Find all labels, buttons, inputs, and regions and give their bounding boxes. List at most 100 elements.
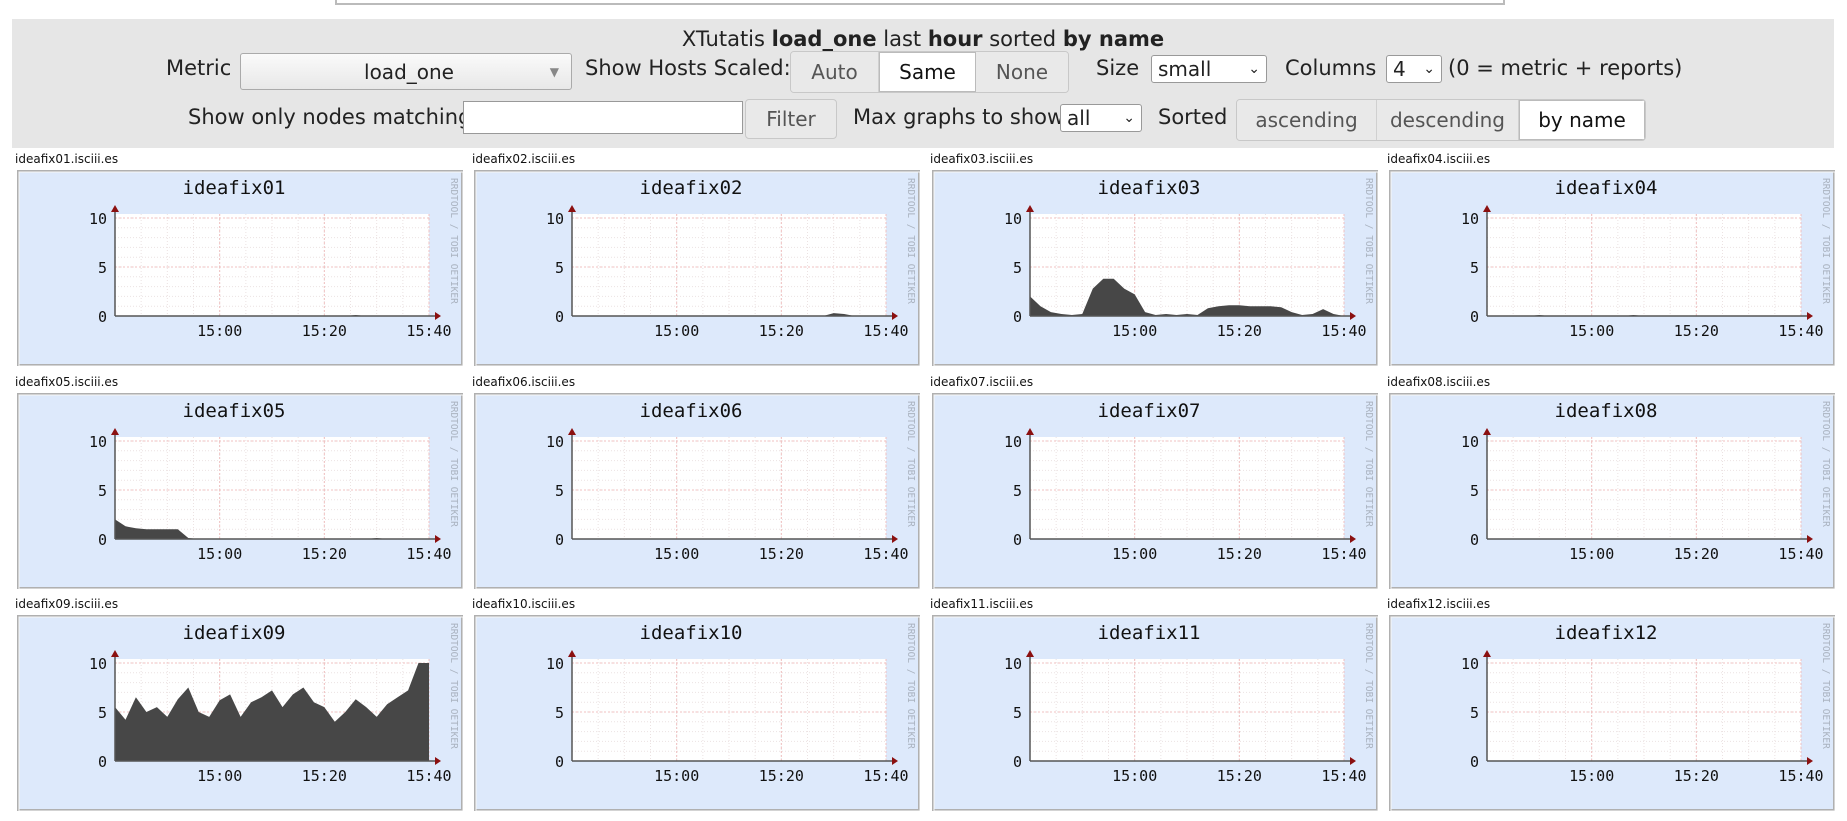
graph-title: ideafix09 (183, 622, 286, 644)
host-fqdn[interactable]: ideafix05.isciii.es (15, 375, 119, 389)
max-graphs-select[interactable]: all ⌄ (1060, 104, 1142, 132)
sort-by-name-button[interactable]: by name (1519, 100, 1645, 140)
y-axis-arrow-icon (1483, 650, 1491, 657)
rrdtool-watermark: RRDTOOL / TOBI OETIKER (448, 178, 459, 304)
x-tick-label: 15:40 (1321, 322, 1366, 340)
y-tick-label: 10 (546, 655, 564, 673)
y-tick-label: 5 (555, 482, 564, 500)
host-card-ideafix12[interactable]: ideafix12.isciii.es ideafix12 0 5 10 15:00 15:… (1382, 597, 1835, 811)
chevron-down-icon: ⌄ (1248, 61, 1260, 77)
rrdtool-watermark: RRDTOOL / TOBI OETIKER (905, 623, 916, 749)
chevron-down-icon: ⌄ (1123, 110, 1135, 126)
load-graph-ideafix01[interactable]: ideafix01 0 5 10 15:00 15:20 15:40 RRDTOOL / TO… (17, 170, 463, 366)
x-tick-label: 15:20 (759, 767, 804, 785)
x-tick-label: 15:40 (1778, 767, 1823, 785)
host-card-ideafix11[interactable]: ideafix11.isciii.es ideafix11 0 5 10 15:00 15:… (925, 597, 1378, 811)
x-tick-label: 15:40 (406, 322, 451, 340)
load-graph-ideafix04[interactable]: ideafix04 0 5 10 15:00 15:20 15:40 RRDTOOL / TO… (1389, 170, 1835, 366)
x-axis-arrow-icon (892, 757, 898, 765)
y-tick-label: 10 (1004, 210, 1022, 228)
x-tick-label: 15:00 (1112, 545, 1157, 563)
host-card-ideafix09[interactable]: ideafix09.isciii.es ideafix09 0 5 10 15:00 15:… (10, 597, 463, 811)
load-graph-ideafix05[interactable]: ideafix05 0 5 10 15:00 15:20 15:40 RRDTOOL / TO… (17, 393, 463, 589)
sort-descending-button[interactable]: descending (1377, 100, 1519, 140)
y-tick-label: 5 (1013, 704, 1022, 722)
host-fqdn[interactable]: ideafix03.isciii.es (930, 152, 1034, 166)
y-tick-label: 5 (98, 482, 107, 500)
host-fqdn[interactable]: ideafix12.isciii.es (1387, 597, 1491, 611)
x-axis-arrow-icon (435, 757, 441, 765)
size-select-value: small (1158, 57, 1212, 81)
max-graphs-select-value: all (1067, 106, 1091, 130)
x-axis-arrow-icon (892, 535, 898, 543)
graph-title: ideafix04 (1555, 177, 1658, 199)
load-graph-ideafix02[interactable]: ideafix02 0 5 10 15:00 15:20 15:40 RRDTOOL / TO… (474, 170, 920, 366)
host-fqdn[interactable]: ideafix10.isciii.es (472, 597, 576, 611)
host-card-ideafix05[interactable]: ideafix05.isciii.es ideafix05 0 5 10 15:00 15:… (10, 375, 463, 589)
y-tick-label: 0 (1013, 308, 1022, 326)
host-card-ideafix03[interactable]: ideafix03.isciii.es ideafix03 0 5 10 15:00 15:… (925, 152, 1378, 366)
host-card-ideafix08[interactable]: ideafix08.isciii.es ideafix08 0 5 10 15:00 15:… (1382, 375, 1835, 589)
scaled-none-button[interactable]: None (976, 52, 1068, 92)
sort-ascending-button[interactable]: ascending (1237, 100, 1377, 140)
x-tick-label: 15:00 (654, 767, 699, 785)
columns-select[interactable]: 4 ⌄ (1386, 55, 1442, 83)
y-tick-label: 10 (1461, 210, 1479, 228)
filter-button[interactable]: Filter (745, 99, 837, 139)
scaled-auto-button[interactable]: Auto (791, 52, 879, 92)
rrdtool-watermark: RRDTOOL / TOBI OETIKER (1363, 178, 1374, 304)
host-fqdn[interactable]: ideafix01.isciii.es (15, 152, 119, 166)
host-card-ideafix04[interactable]: ideafix04.isciii.es ideafix04 0 5 10 15:00 15:… (1382, 152, 1835, 366)
host-fqdn[interactable]: ideafix02.isciii.es (472, 152, 576, 166)
rrdtool-watermark: RRDTOOL / TOBI OETIKER (1820, 178, 1831, 304)
y-tick-label: 5 (555, 259, 564, 277)
x-tick-label: 15:00 (197, 767, 242, 785)
rrdtool-watermark: RRDTOOL / TOBI OETIKER (905, 178, 916, 304)
host-fqdn[interactable]: ideafix09.isciii.es (15, 597, 119, 611)
host-fqdn[interactable]: ideafix06.isciii.es (472, 375, 576, 389)
load-graph-ideafix11[interactable]: ideafix11 0 5 10 15:00 15:20 15:40 RRDTOOL / TO… (932, 615, 1378, 811)
y-tick-label: 10 (546, 433, 564, 451)
x-axis-arrow-icon (892, 312, 898, 320)
x-tick-label: 15:00 (197, 322, 242, 340)
host-card-ideafix10[interactable]: ideafix10.isciii.es ideafix10 0 5 10 15:00 15:… (467, 597, 920, 811)
load-graph-ideafix09[interactable]: ideafix09 0 5 10 15:00 15:20 15:40 RRDTOOL / TO… (17, 615, 463, 811)
load-graph-ideafix06[interactable]: ideafix06 0 5 10 15:00 15:20 15:40 RRDTOOL / TO… (474, 393, 920, 589)
y-tick-label: 10 (1461, 433, 1479, 451)
x-tick-label: 15:20 (759, 322, 804, 340)
rrdtool-watermark: RRDTOOL / TOBI OETIKER (1363, 623, 1374, 749)
load-graph-ideafix12[interactable]: ideafix12 0 5 10 15:00 15:20 15:40 RRDTOOL / TO… (1389, 615, 1835, 811)
size-select[interactable]: small ⌄ (1151, 55, 1267, 83)
y-tick-label: 5 (98, 704, 107, 722)
load-graph-ideafix07[interactable]: ideafix07 0 5 10 15:00 15:20 15:40 RRDTOOL / TO… (932, 393, 1378, 589)
y-tick-label: 5 (1013, 482, 1022, 500)
host-fqdn[interactable]: ideafix11.isciii.es (930, 597, 1034, 611)
filter-label: Show only nodes matching (188, 105, 472, 129)
host-fqdn[interactable]: ideafix07.isciii.es (930, 375, 1034, 389)
host-card-ideafix01[interactable]: ideafix01.isciii.es ideafix01 0 5 10 15:00 15:… (10, 152, 463, 366)
y-tick-label: 5 (98, 259, 107, 277)
x-tick-label: 15:20 (1217, 767, 1262, 785)
host-fqdn[interactable]: ideafix08.isciii.es (1387, 375, 1491, 389)
x-tick-label: 15:00 (197, 545, 242, 563)
load-graph-ideafix08[interactable]: ideafix08 0 5 10 15:00 15:20 15:40 RRDTOOL / TO… (1389, 393, 1835, 589)
y-tick-label: 10 (89, 655, 107, 673)
x-tick-label: 15:00 (1112, 767, 1157, 785)
x-axis-arrow-icon (1807, 312, 1813, 320)
metric-select[interactable]: load_one ▼ (240, 53, 572, 90)
host-card-ideafix06[interactable]: ideafix06.isciii.es ideafix06 0 5 10 15:00 15:… (467, 375, 920, 589)
host-card-ideafix07[interactable]: ideafix07.isciii.es ideafix07 0 5 10 15:00 15:… (925, 375, 1378, 589)
host-card-ideafix02[interactable]: ideafix02.isciii.es ideafix02 0 5 10 15:00 15:… (467, 152, 920, 366)
scaled-same-button[interactable]: Same (879, 52, 976, 92)
x-tick-label: 15:20 (759, 545, 804, 563)
x-tick-label: 15:20 (302, 545, 347, 563)
y-tick-label: 10 (546, 210, 564, 228)
x-tick-label: 15:00 (1112, 322, 1157, 340)
host-fqdn[interactable]: ideafix04.isciii.es (1387, 152, 1491, 166)
x-tick-label: 15:00 (1569, 322, 1614, 340)
y-axis-arrow-icon (1026, 428, 1034, 435)
load-graph-ideafix03[interactable]: ideafix03 0 5 10 15:00 15:20 15:40 RRDTOOL / TO… (932, 170, 1378, 366)
filter-input[interactable] (463, 101, 743, 134)
y-axis-arrow-icon (568, 428, 576, 435)
load-graph-ideafix10[interactable]: ideafix10 0 5 10 15:00 15:20 15:40 RRDTOOL / TO… (474, 615, 920, 811)
